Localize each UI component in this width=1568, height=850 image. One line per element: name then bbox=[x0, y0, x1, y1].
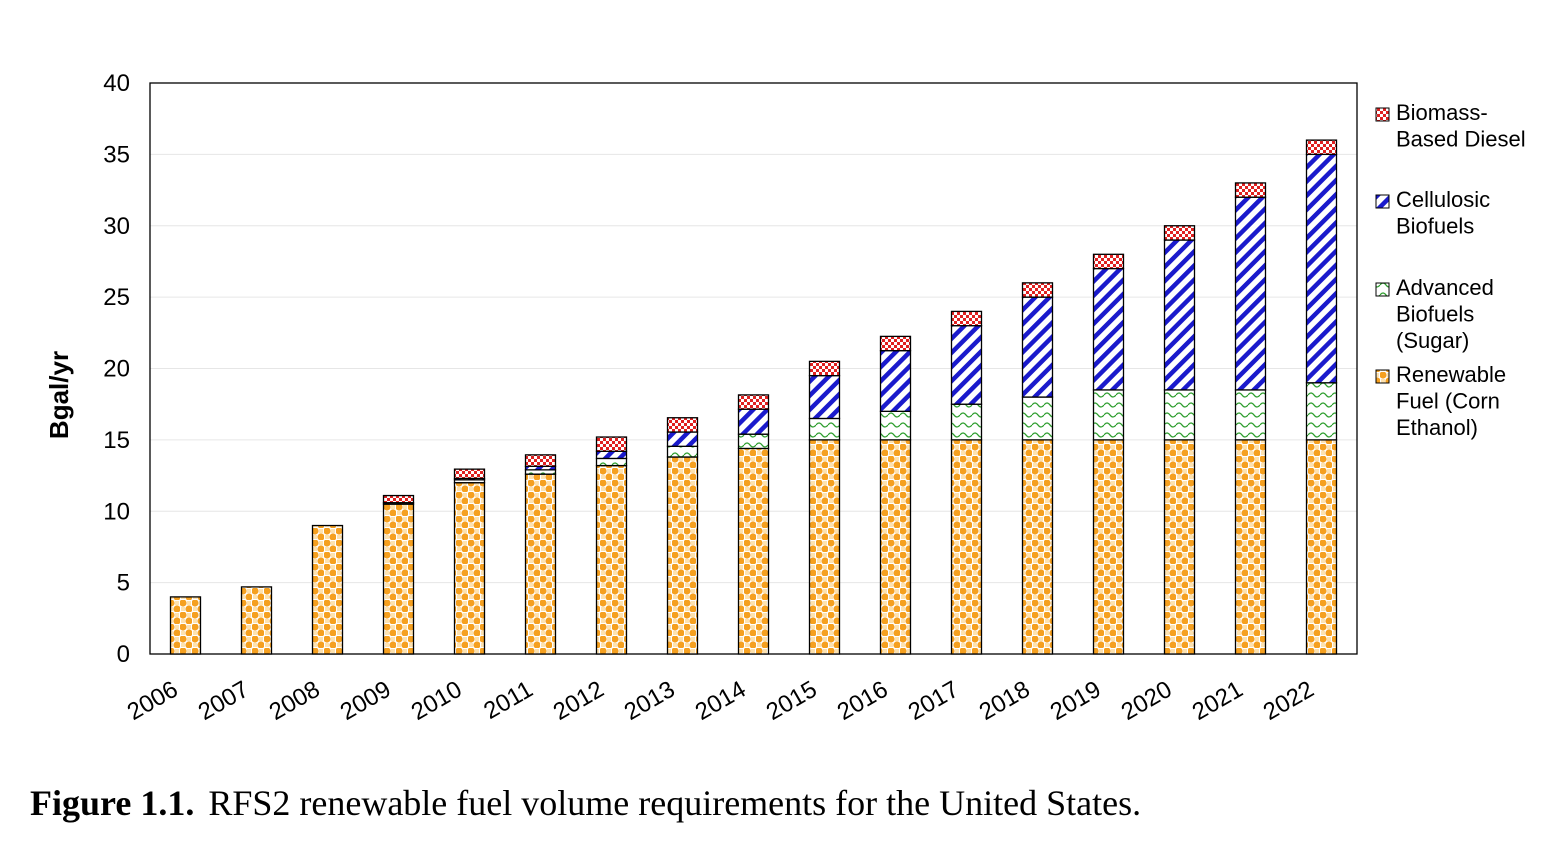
y-axis-label: Bgal/yr bbox=[44, 351, 74, 439]
legend-label: Biomass- bbox=[1396, 100, 1488, 125]
x-tick-label: 2015 bbox=[762, 676, 822, 726]
bar-segment bbox=[595, 464, 628, 655]
y-tick-label: 0 bbox=[117, 641, 130, 668]
bar-segment bbox=[879, 335, 912, 352]
figure-caption: Figure 1.1. RFS2 renewable fuel volume re… bbox=[30, 782, 1141, 824]
bar-segment bbox=[737, 394, 770, 410]
legend-swatch bbox=[1375, 369, 1390, 384]
bar-segment bbox=[1163, 225, 1196, 241]
x-tick-label: 2014 bbox=[691, 676, 751, 726]
bar-segment bbox=[453, 468, 486, 480]
x-tick-label: 2016 bbox=[833, 676, 893, 726]
bar-segment bbox=[1021, 439, 1054, 655]
legend-swatch bbox=[1375, 282, 1390, 297]
bar-segment bbox=[311, 524, 344, 655]
caption-text: RFS2 renewable fuel volume requirements … bbox=[208, 783, 1142, 823]
bar-segment bbox=[1305, 153, 1338, 384]
y-tick-label: 25 bbox=[103, 284, 130, 311]
legend: Biomass-Based DieselCellulosicBiofuelsAd… bbox=[1375, 100, 1526, 440]
y-tick-label: 20 bbox=[103, 356, 130, 383]
legend-label: (Sugar) bbox=[1396, 328, 1469, 353]
bar-segment bbox=[1092, 439, 1125, 655]
x-tick-label: 2007 bbox=[194, 676, 254, 726]
bar-segment bbox=[950, 439, 983, 655]
bar-segment bbox=[950, 325, 983, 405]
bar-segment bbox=[1021, 396, 1054, 441]
bar-segment bbox=[950, 310, 983, 327]
legend-swatch bbox=[1375, 194, 1390, 209]
bar-segment bbox=[737, 447, 770, 655]
bar-segment bbox=[1305, 139, 1338, 156]
bar-segment bbox=[1092, 253, 1125, 270]
bar-segment bbox=[240, 586, 273, 655]
legend-label: Renewable bbox=[1396, 362, 1506, 387]
bar-segment bbox=[1234, 196, 1267, 391]
y-tick-label: 10 bbox=[103, 498, 130, 525]
x-tick-label: 2012 bbox=[549, 676, 609, 726]
bar-segment bbox=[524, 454, 557, 467]
bar-segment bbox=[1021, 282, 1054, 298]
y-tick-label: 30 bbox=[103, 213, 130, 240]
x-tick-label: 2018 bbox=[975, 676, 1035, 726]
x-tick-label: 2011 bbox=[479, 676, 537, 725]
legend-label: Ethanol) bbox=[1396, 415, 1478, 440]
legend-label: Advanced bbox=[1396, 275, 1494, 300]
x-tick-label: 2010 bbox=[407, 676, 467, 726]
bar-segment bbox=[808, 417, 841, 441]
bar-segment bbox=[595, 436, 628, 452]
bar-segment bbox=[1163, 239, 1196, 391]
bar-segment bbox=[879, 439, 912, 655]
bar-segment bbox=[666, 431, 699, 447]
bar-segment bbox=[1092, 389, 1125, 441]
bar-segment bbox=[950, 403, 983, 441]
bar-segment bbox=[737, 408, 770, 435]
bar-segment bbox=[666, 456, 699, 655]
bar-segment bbox=[879, 350, 912, 412]
bar-segment bbox=[382, 503, 415, 655]
caption-label: Figure 1.1. bbox=[30, 783, 195, 823]
bar-segment bbox=[879, 410, 912, 441]
bar-segment bbox=[666, 445, 699, 458]
bar-segment bbox=[169, 596, 202, 655]
legend-label: Fuel (Corn bbox=[1396, 389, 1500, 414]
x-tick-label: 2006 bbox=[123, 676, 183, 726]
bar-segment bbox=[1021, 296, 1054, 398]
bar-segment bbox=[595, 457, 628, 467]
bar-segment bbox=[1234, 439, 1267, 655]
bar-segment bbox=[382, 494, 415, 504]
bar-segment bbox=[808, 360, 841, 377]
y-tick-label: 15 bbox=[103, 427, 130, 454]
bar-segment bbox=[1234, 389, 1267, 441]
x-tick-label: 2021 bbox=[1188, 676, 1248, 726]
bar-segment bbox=[1092, 267, 1125, 391]
bar-segment bbox=[1305, 439, 1338, 655]
x-tick-label: 2022 bbox=[1259, 676, 1319, 726]
bar-segment bbox=[595, 450, 628, 460]
legend-label: Cellulosic bbox=[1396, 187, 1490, 212]
legend-label: Biofuels bbox=[1396, 302, 1474, 327]
legend-label: Biofuels bbox=[1396, 214, 1474, 239]
bar-segment bbox=[453, 482, 486, 655]
legend-label: Based Diesel bbox=[1396, 127, 1526, 152]
x-tick-label: 2008 bbox=[265, 676, 325, 726]
bar-segment bbox=[524, 473, 557, 655]
bar-segment bbox=[666, 417, 699, 433]
bar-segment bbox=[1234, 182, 1267, 198]
bar-segment bbox=[1163, 439, 1196, 655]
x-tick-label: 2019 bbox=[1046, 676, 1106, 726]
bar-segment bbox=[808, 439, 841, 655]
bar-segment bbox=[1305, 382, 1338, 441]
y-tick-label: 40 bbox=[103, 70, 130, 97]
x-tick-label: 2020 bbox=[1117, 676, 1177, 726]
legend-swatch bbox=[1375, 107, 1390, 122]
x-tick-label: 2017 bbox=[904, 676, 964, 726]
x-tick-label: 2009 bbox=[336, 676, 396, 726]
bar-segment bbox=[1163, 389, 1196, 441]
y-tick-label: 35 bbox=[103, 141, 130, 168]
y-tick-label: 5 bbox=[117, 570, 130, 597]
bar-segment bbox=[808, 374, 841, 420]
x-tick-label: 2013 bbox=[620, 676, 680, 726]
bar-segment bbox=[737, 433, 770, 450]
